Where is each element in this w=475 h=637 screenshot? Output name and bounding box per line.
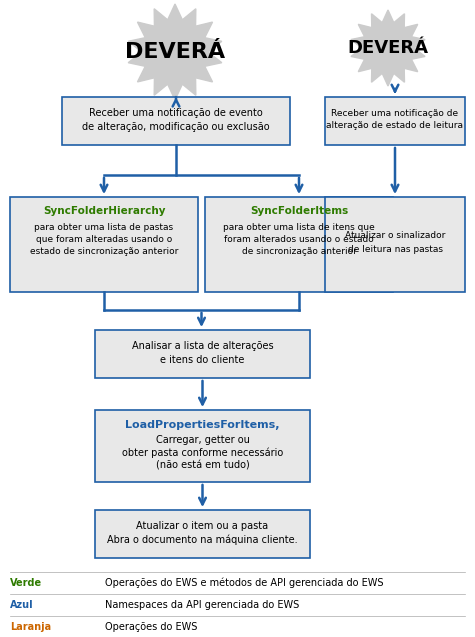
Text: Analisar a lista de alterações: Analisar a lista de alterações [132,341,273,351]
Text: para obter uma lista de itens que: para obter uma lista de itens que [223,222,375,231]
Text: Carregar, getter ou: Carregar, getter ou [156,435,249,445]
Text: Receber uma notificação de evento: Receber uma notificação de evento [89,108,263,118]
Text: Laranja: Laranja [10,622,51,632]
Text: estado de sincronização anterior: estado de sincronização anterior [30,247,178,255]
Text: SyncFolderHierarchy: SyncFolderHierarchy [43,206,165,216]
Polygon shape [128,4,222,100]
Text: de alteração, modificação ou exclusão: de alteração, modificação ou exclusão [82,122,270,132]
FancyBboxPatch shape [205,197,393,292]
Polygon shape [351,10,425,86]
Text: SyncFolderItems: SyncFolderItems [250,206,348,216]
Text: de sincronização anterior: de sincronização anterior [242,247,356,255]
Text: para obter uma lista de pastas: para obter uma lista de pastas [34,222,173,231]
Text: Atualizar o item ou a pasta: Atualizar o item ou a pasta [136,521,268,531]
Text: Azul: Azul [10,600,34,610]
Text: que foram alteradas usando o: que foram alteradas usando o [36,234,172,243]
FancyBboxPatch shape [95,330,310,378]
FancyBboxPatch shape [10,197,198,292]
Text: Atualizar o sinalizador: Atualizar o sinalizador [345,231,445,240]
Text: Namespaces da API gerenciada do EWS: Namespaces da API gerenciada do EWS [105,600,299,610]
Text: obter pasta conforme necessário: obter pasta conforme necessário [122,448,283,458]
FancyBboxPatch shape [325,197,465,292]
Text: alteração de estado de leitura: alteração de estado de leitura [326,122,464,131]
Text: Operações do EWS: Operações do EWS [105,622,198,632]
Text: Abra o documento na máquina cliente.: Abra o documento na máquina cliente. [107,534,298,545]
FancyBboxPatch shape [95,510,310,558]
Text: LoadPropertiesForItems,: LoadPropertiesForItems, [125,420,280,430]
FancyBboxPatch shape [325,97,465,145]
Text: Operações do EWS e métodos de API gerenciada do EWS: Operações do EWS e métodos de API gerenc… [105,578,383,588]
FancyBboxPatch shape [95,410,310,482]
Text: DEVERÁ: DEVERÁ [125,42,225,62]
Text: DEVERÁ: DEVERÁ [348,39,428,57]
Text: foram alterados usando o estado: foram alterados usando o estado [224,234,374,243]
Text: Verde: Verde [10,578,42,588]
Text: (não está em tudo): (não está em tudo) [156,461,249,471]
Text: e itens do cliente: e itens do cliente [160,355,245,365]
Text: de leitura nas pastas: de leitura nas pastas [348,245,443,254]
FancyBboxPatch shape [62,97,290,145]
Text: Receber uma notificação de: Receber uma notificação de [332,108,458,117]
